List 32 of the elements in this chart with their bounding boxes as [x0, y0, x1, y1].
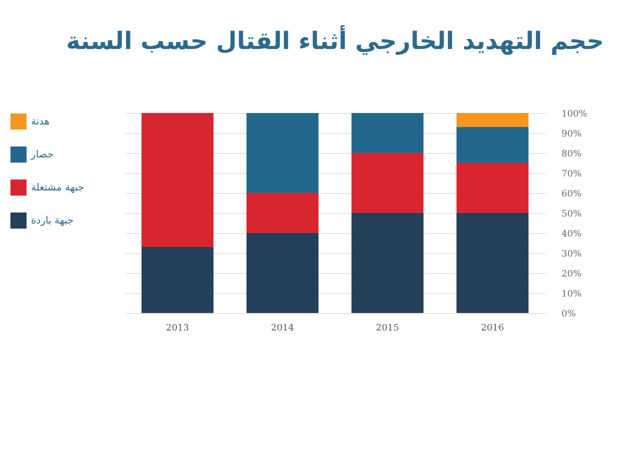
x-tick-label: 2014	[271, 324, 294, 334]
x-tick-label: 2015	[376, 324, 400, 334]
bar	[142, 113, 214, 247]
bar	[246, 113, 318, 193]
y-tick-label: 0%	[562, 310, 576, 320]
legend-label: حصار	[30, 150, 54, 160]
bar	[456, 213, 528, 313]
legend-label: هدنة	[31, 116, 50, 128]
bar	[456, 163, 528, 213]
bar	[352, 153, 424, 213]
bar	[352, 113, 424, 153]
bar	[456, 127, 528, 163]
y-tick-label: 100%	[562, 110, 588, 120]
y-tick-label: 10%	[562, 290, 582, 300]
y-tick-label: 70%	[562, 170, 582, 180]
x-tick-label: 2016	[481, 324, 504, 334]
y-tick-label: 90%	[562, 130, 582, 140]
bar	[456, 113, 528, 127]
y-tick-label: 40%	[562, 230, 582, 240]
bar	[246, 193, 318, 233]
y-tick-label: 60%	[562, 190, 582, 200]
bar	[352, 213, 424, 313]
y-tick-label: 80%	[562, 150, 582, 160]
y-tick-label: 30%	[562, 250, 582, 260]
legend-label: جبهة باردة	[31, 216, 74, 226]
y-tick-label: 20%	[562, 270, 582, 280]
legend-label: جبهة مشتعلة	[31, 182, 84, 194]
x-tick-label: 2013	[166, 324, 190, 334]
bar	[142, 247, 214, 313]
chart-title: حجم التهديد الخارجي أثناء القتال حسب السنة	[66, 25, 604, 55]
bar	[246, 233, 318, 313]
y-tick-label: 50%	[562, 210, 582, 220]
